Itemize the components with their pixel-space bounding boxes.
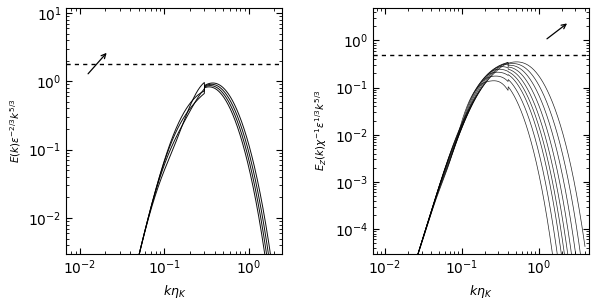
Y-axis label: $E_Z(k)\chi^{-1}\epsilon^{1/3}k^{5/3}$: $E_Z(k)\chi^{-1}\epsilon^{1/3}k^{5/3}$: [313, 90, 329, 172]
Y-axis label: $E(k)\epsilon^{-2/3}k^{5/3}$: $E(k)\epsilon^{-2/3}k^{5/3}$: [8, 98, 23, 163]
X-axis label: $k\eta_K$: $k\eta_K$: [469, 283, 493, 300]
X-axis label: $k\eta_K$: $k\eta_K$: [162, 283, 186, 300]
